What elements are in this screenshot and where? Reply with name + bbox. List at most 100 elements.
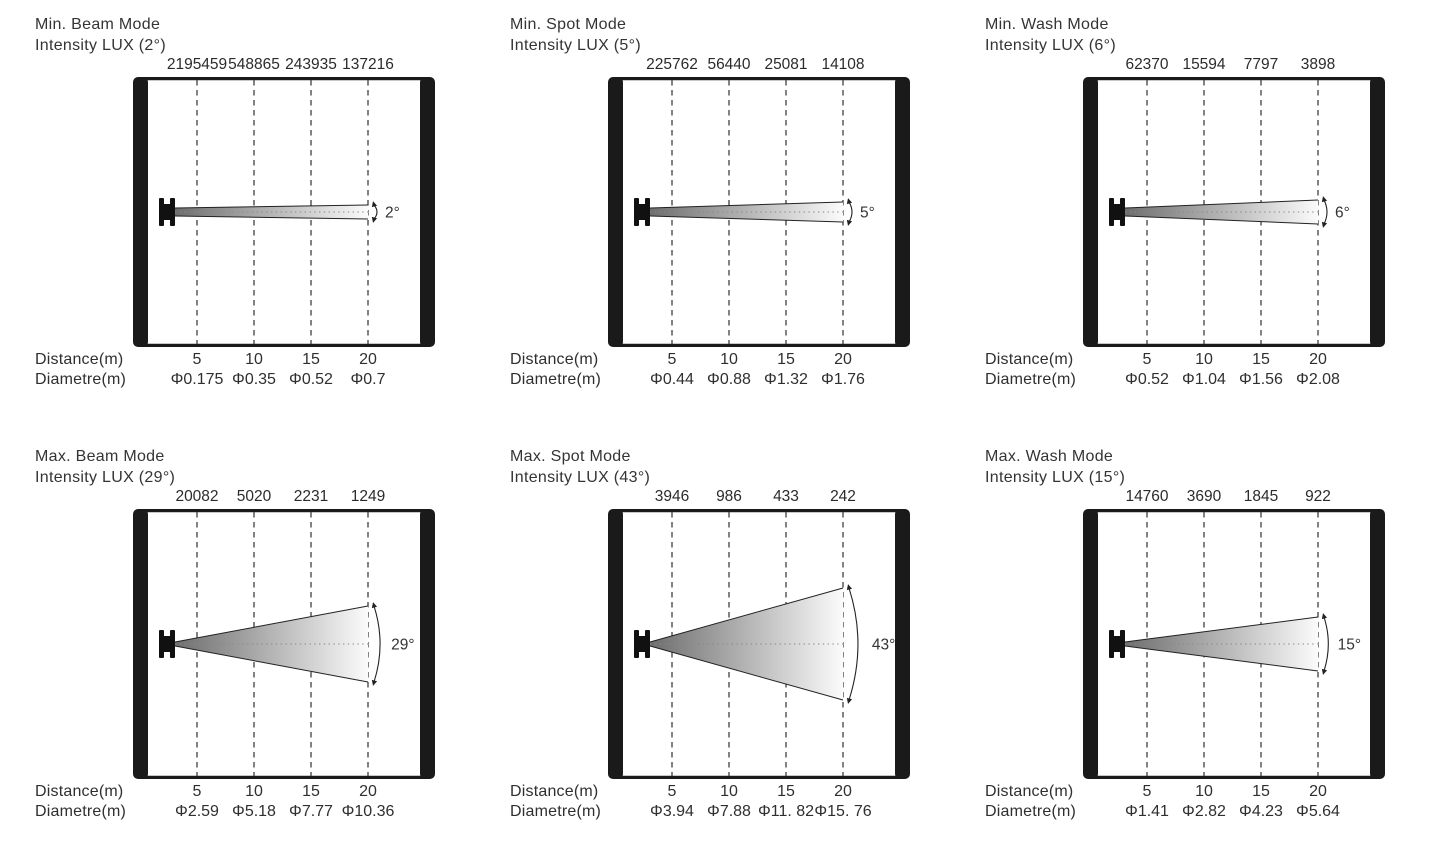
angle-arc	[373, 204, 378, 220]
fixture-icon	[634, 198, 650, 226]
diametre-value: Φ2.82	[1182, 803, 1226, 820]
angle-arc-arrow-bottom	[1321, 668, 1328, 675]
angle-arc	[1323, 616, 1329, 672]
beam-edge-top	[174, 204, 369, 209]
diametre-value: Φ1.41	[1125, 803, 1169, 820]
diametre-value: Φ10.36	[341, 803, 395, 820]
angle-arc-arrow-bottom	[371, 679, 378, 686]
intensity-values-row: 225762 56440 25081 14108	[608, 56, 910, 77]
diametre-row-label: Diametre(m)	[510, 803, 602, 820]
photometric-panel: Max. Spot Mode Intensity LUX (43°) 3946 …	[510, 446, 950, 830]
diametre-value: Φ2.59	[175, 803, 219, 820]
panel-title: Max. Spot Mode Intensity LUX (43°)	[510, 446, 950, 488]
intensity-value: 2195459	[166, 56, 228, 73]
diametre-row-label: Diametre(m)	[510, 371, 602, 388]
intensity-value: 5020	[236, 488, 272, 505]
beam-diagram: 62370 15594 7797 3898 6°	[1083, 56, 1385, 347]
beam-box: 2°	[133, 77, 435, 347]
panel-title: Max. Beam Mode Intensity LUX (29°)	[35, 446, 475, 488]
frame-bar-right	[1370, 77, 1385, 347]
diametre-value: Φ15. 76	[814, 803, 872, 820]
diametre-row-label: Diametre(m)	[35, 371, 127, 388]
beam-edge-top	[649, 201, 844, 209]
frame-bar-left	[1083, 77, 1098, 347]
diametre-value: Φ0.52	[289, 371, 333, 388]
distance-value: 5	[1142, 783, 1152, 800]
distance-value: 15	[777, 783, 795, 800]
beam-edge-bottom	[649, 215, 844, 223]
photometric-panel: Max. Wash Mode Intensity LUX (15°) 14760…	[985, 446, 1425, 830]
distance-value: 20	[359, 783, 377, 800]
beam-diagram: 14760 3690 1845 922 15°	[1083, 488, 1385, 779]
angle-arc-arrow-top	[371, 602, 378, 609]
intensity-value: 242	[830, 488, 856, 505]
intensity-value: 433	[773, 488, 799, 505]
panel-title-line2: Intensity LUX (15°)	[985, 469, 1126, 486]
diametre-row: Diametre(m) Φ1.41 Φ2.82 Φ4.23 Φ5.64	[985, 803, 1425, 822]
diametre-value: Φ4.23	[1239, 803, 1283, 820]
distance-value: 5	[192, 783, 202, 800]
panel-title-line2: Intensity LUX (2°)	[35, 37, 166, 54]
beam-edge-bottom	[649, 645, 844, 701]
photometric-panel: Min. Spot Mode Intensity LUX (5°) 225762…	[510, 14, 950, 398]
frame-bar-right	[895, 77, 910, 347]
intensity-value: 548865	[228, 56, 280, 73]
distance-value: 15	[1252, 783, 1270, 800]
angle-arc-arrow-bottom	[371, 216, 378, 223]
distance-value: 10	[1195, 783, 1213, 800]
intensity-value: 15594	[1182, 56, 1226, 73]
panel-title-line2: Intensity LUX (43°)	[510, 469, 651, 486]
distance-row-label: Distance(m)	[510, 351, 599, 368]
beam-angle-label: 43°	[872, 637, 895, 654]
beam-box: 29°	[133, 509, 435, 779]
beam-edge-bottom	[1124, 645, 1319, 672]
diametre-value: Φ1.56	[1239, 371, 1283, 388]
panel-title: Min. Wash Mode Intensity LUX (6°)	[985, 14, 1425, 56]
beam-angle-label: 6°	[1335, 205, 1350, 222]
diametre-row: Diametre(m) Φ3.94 Φ7.88 Φ11. 82 Φ15. 76	[510, 803, 950, 822]
distance-value: 5	[192, 351, 202, 368]
fixture-icon	[1109, 630, 1125, 658]
distance-row: Distance(m) 5 10 15 20	[510, 783, 950, 802]
photometric-panel: Min. Wash Mode Intensity LUX (6°) 62370 …	[985, 14, 1425, 398]
beam-angle-label: 2°	[385, 205, 400, 222]
distance-row-label: Distance(m)	[35, 783, 124, 800]
angle-arc	[848, 201, 853, 223]
panel-title: Min. Beam Mode Intensity LUX (2°)	[35, 14, 475, 56]
intensity-value: 986	[716, 488, 742, 505]
distance-value: 15	[1252, 351, 1270, 368]
fixture-icon	[634, 630, 650, 658]
intensity-values-row: 3946 986 433 242	[608, 488, 910, 509]
diametre-value: Φ0.52	[1125, 371, 1169, 388]
diametre-value: Φ3.94	[650, 803, 694, 820]
frame-bar-left	[133, 509, 148, 779]
intensity-values-row: 2195459 548865 243935 137216	[133, 56, 435, 77]
beam-cone-svg: 5°	[608, 77, 910, 347]
beam-edge-bottom	[174, 215, 369, 220]
beam-edge-top	[174, 605, 369, 643]
intensity-value: 1249	[350, 488, 386, 505]
angle-arc-arrow-top	[846, 584, 853, 591]
photometric-panel: Max. Beam Mode Intensity LUX (29°) 20082…	[35, 446, 475, 830]
panel-title-line1: Min. Wash Mode	[985, 16, 1109, 33]
beam-cone-svg: 15°	[1083, 509, 1385, 779]
fixture-icon	[159, 198, 175, 226]
intensity-value: 2231	[293, 488, 329, 505]
diametre-value: Φ5.64	[1296, 803, 1340, 820]
beam-angle-label: 29°	[391, 637, 414, 654]
diametre-value: Φ0.175	[170, 371, 224, 388]
distance-value: 5	[667, 783, 677, 800]
beam-cone-svg: 43°	[608, 509, 910, 779]
beam-cone-svg: 6°	[1083, 77, 1385, 347]
intensity-value: 62370	[1125, 56, 1169, 73]
distance-row-label: Distance(m)	[985, 351, 1074, 368]
distance-value: 20	[834, 783, 852, 800]
intensity-value: 3946	[654, 488, 690, 505]
beam-cone-svg: 29°	[133, 509, 435, 779]
panel-title-line1: Max. Beam Mode	[35, 448, 165, 465]
distance-value: 10	[720, 783, 738, 800]
intensity-value: 3690	[1186, 488, 1222, 505]
panel-title: Max. Wash Mode Intensity LUX (15°)	[985, 446, 1425, 488]
beam-diagram: 225762 56440 25081 14108 5°	[608, 56, 910, 347]
